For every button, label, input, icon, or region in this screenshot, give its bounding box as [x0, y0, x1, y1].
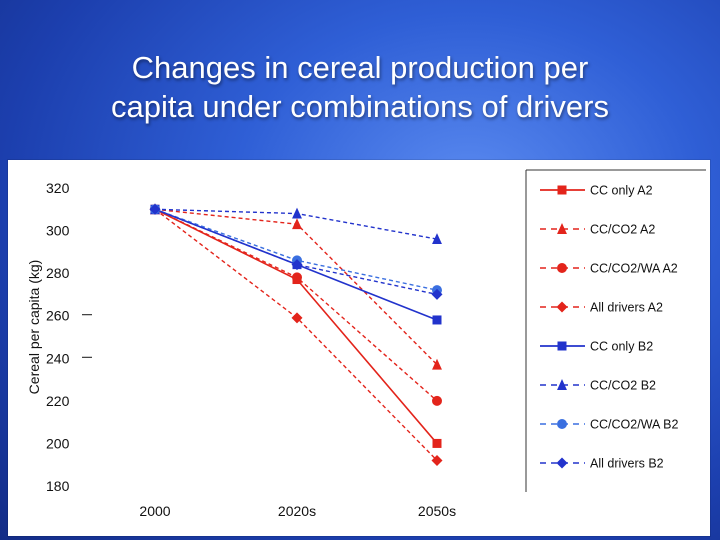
data-point-cc-only-b2-2050s [432, 315, 442, 325]
data-point-cc-co2-a2-2050s [432, 358, 442, 370]
y-tick-label-300: 300 [46, 223, 70, 239]
y-tick-label-280: 280 [46, 265, 70, 281]
legend-label-cc-co2-wa-b2: CC/CO2/WA B2 [590, 418, 678, 432]
y-tick-label-200: 200 [46, 435, 70, 451]
slide-title-line-2: capita under combinations of drivers [111, 89, 609, 124]
slide-title-line-1: Changes in cereal production per [131, 50, 589, 85]
legend-label-cc-only-b2: CC only B2 [590, 340, 653, 354]
series-line-all-drivers-b2 [154, 208, 438, 296]
legend-marker-cc-only-a2 [557, 185, 567, 195]
x-tick-label-2000: 2000 [139, 503, 170, 519]
data-point-all-drivers-b2-2050s [431, 288, 443, 300]
legend-label-cc-only-a2: CC only A2 [590, 184, 653, 198]
legend-label-all-drivers-b2: All drivers B2 [590, 457, 664, 471]
data-point-cc-co2-b2-2050s [432, 233, 442, 245]
legend-label-all-drivers-a2: All drivers A2 [590, 301, 663, 315]
legend-label-cc-co2-wa-a2: CC/CO2/WA A2 [590, 262, 678, 276]
data-point-cc-co2-a2-2020s [292, 218, 302, 230]
line-chart: Cereal per capita (kg) 320 300 280 260 240 220… [26, 169, 706, 519]
data-point-all-drivers-a2-2050s [431, 454, 443, 466]
chart-panel: Cereal per capita (kg) 320 300 280 260 240 220… [8, 160, 710, 536]
data-point-all-drivers-a2-2020s [291, 312, 303, 324]
data-point-cc-co2-wa-a2-2020s [292, 272, 302, 283]
y-tick-label-320: 320 [46, 180, 70, 196]
y-tick-label-240: 240 [46, 350, 70, 366]
legend-marker-cc-co2-b2 [557, 379, 567, 390]
legend-marker-all-drivers-b2 [556, 457, 568, 469]
y-tick-label-180: 180 [46, 478, 70, 494]
series-line-cc-only-a2 [154, 208, 438, 444]
data-point-all-drivers-b2-2000 [149, 203, 161, 215]
legend-marker-cc-co2-wa-a2 [557, 263, 567, 273]
series-line-all-drivers-a2 [154, 208, 438, 461]
slide-title: Changes in cereal production per capita … [0, 48, 720, 126]
y-axis-label: Cereal per capita (kg) [26, 260, 42, 395]
y-tick-label-260: 260 [46, 308, 70, 324]
legend-marker-cc-only-b2 [557, 341, 567, 351]
data-point-cc-co2-b2-2020s [292, 207, 302, 219]
legend-marker-all-drivers-a2 [556, 301, 568, 313]
legend-marker-cc-co2-wa-b2 [557, 419, 567, 429]
series-line-cc-co2-a2 [154, 208, 438, 366]
data-point-cc-only-a2-2050s [432, 438, 442, 448]
legend-label-cc-co2-b2: CC/CO2 B2 [590, 379, 656, 393]
legend-marker-cc-co2-a2 [557, 223, 567, 234]
x-tick-label-2020s: 2020s [278, 503, 316, 519]
data-point-all-drivers-b2-2020s [291, 259, 303, 271]
legend-label-cc-co2-a2: CC/CO2 A2 [590, 223, 655, 237]
x-tick-label-2050s: 2050s [418, 503, 456, 519]
data-point-cc-co2-wa-a2-2050s [432, 395, 442, 406]
series-line-cc-co2-wa-a2 [154, 208, 438, 402]
y-tick-label-220: 220 [46, 393, 70, 409]
